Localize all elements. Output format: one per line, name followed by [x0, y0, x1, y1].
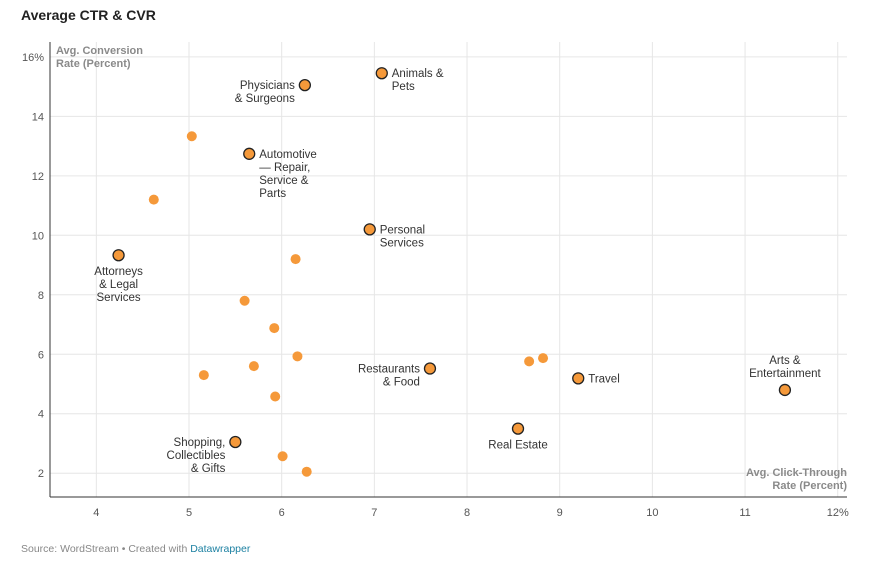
point-label: Services [97, 292, 141, 304]
data-point-labeled[interactable] [243, 147, 256, 160]
data-point[interactable] [301, 466, 312, 477]
data-point[interactable] [538, 353, 549, 364]
data-point[interactable] [186, 131, 197, 142]
footer: Source: WordStream • Created with Datawr… [21, 543, 250, 555]
x-tick-label: 12% [827, 507, 849, 519]
x-tick-label: 10 [646, 507, 658, 519]
point-label: Collectibles [167, 450, 226, 462]
x-tick-label: 9 [557, 507, 563, 519]
data-point[interactable] [277, 451, 288, 462]
scatter-chart: 4 5 6 7 8 9 10 11 12% 2 4 6 8 10 12 14 16% Avg. Conversi… [22, 42, 849, 519]
x-tick-label: 7 [371, 507, 377, 519]
point-label: — Repair, [259, 162, 310, 174]
point-label: Personal [380, 224, 425, 236]
data-point-labeled[interactable] [778, 383, 792, 397]
x-tick-label: 5 [186, 507, 192, 519]
data-point[interactable] [270, 391, 281, 402]
y-tick-label: 2 [38, 468, 44, 480]
y-tick-label: 8 [38, 290, 44, 302]
point-label: Shopping, [174, 437, 226, 449]
data-point[interactable] [248, 361, 259, 372]
x-tick-label: 6 [279, 507, 285, 519]
data-point[interactable] [292, 351, 303, 362]
points-layer [112, 67, 792, 477]
point-label: Attorneys [94, 266, 143, 278]
y-tick-label: 4 [38, 409, 44, 421]
source-text: Source: WordStream • Created with [21, 543, 191, 555]
point-label: Travel [588, 373, 620, 385]
data-point[interactable] [524, 356, 535, 367]
data-point-labeled[interactable] [229, 435, 242, 449]
data-point[interactable] [148, 194, 159, 205]
axis-layer: 4 5 6 7 8 9 10 11 12% 2 4 6 8 10 12 14 16% [22, 42, 849, 519]
grid-layer [50, 42, 847, 497]
y-axis-title-line: Rate (Percent) [56, 58, 131, 70]
data-point-labeled[interactable] [511, 422, 525, 435]
data-point[interactable] [239, 295, 250, 306]
point-label: Service & [259, 175, 309, 187]
point-label: Services [380, 237, 424, 249]
y-tick-label: 6 [38, 349, 44, 361]
y-tick-label: 16% [22, 52, 44, 64]
point-label: Animals & [392, 68, 444, 80]
point-label: Parts [259, 188, 286, 200]
y-tick-label: 10 [32, 230, 44, 242]
point-label: & Surgeons [235, 93, 295, 105]
x-tick-label: 8 [464, 507, 470, 519]
point-label: & Gifts [191, 463, 226, 475]
chart-title: Average CTR & CVR [21, 7, 156, 23]
data-point-labeled[interactable] [112, 249, 125, 262]
point-label: Arts & [769, 355, 801, 367]
point-labels-layer: Attorneys& LegalServicesShopping,Collect… [94, 68, 821, 475]
point-label: Automotive [259, 149, 317, 161]
x-axis-title-line: Avg. Click-Through [746, 467, 847, 479]
y-tick-label: 14 [32, 111, 44, 123]
data-point-labeled[interactable] [375, 67, 388, 80]
point-label: Entertainment [749, 368, 821, 380]
point-label: & Legal [99, 279, 138, 291]
point-label: Restaurants [358, 364, 420, 376]
y-tick-label: 12 [32, 171, 44, 183]
x-tick-label: 4 [93, 507, 99, 519]
data-point-labeled[interactable] [363, 223, 376, 236]
y-axis-title-line: Avg. Conversion [56, 45, 143, 57]
x-tick-label: 11 [739, 507, 750, 519]
data-point-labeled[interactable] [298, 78, 312, 92]
point-label: Real Estate [488, 440, 547, 452]
data-point-labeled[interactable] [572, 372, 585, 385]
datawrapper-link[interactable]: Datawrapper [190, 543, 251, 555]
point-label: Pets [392, 81, 415, 93]
x-axis-title-line: Rate (Percent) [772, 480, 847, 492]
data-point[interactable] [269, 323, 280, 334]
data-point[interactable] [198, 370, 209, 381]
point-label: Physicians [240, 80, 295, 92]
data-point[interactable] [290, 254, 301, 265]
data-point-labeled[interactable] [423, 362, 437, 375]
point-label: & Food [383, 377, 420, 389]
